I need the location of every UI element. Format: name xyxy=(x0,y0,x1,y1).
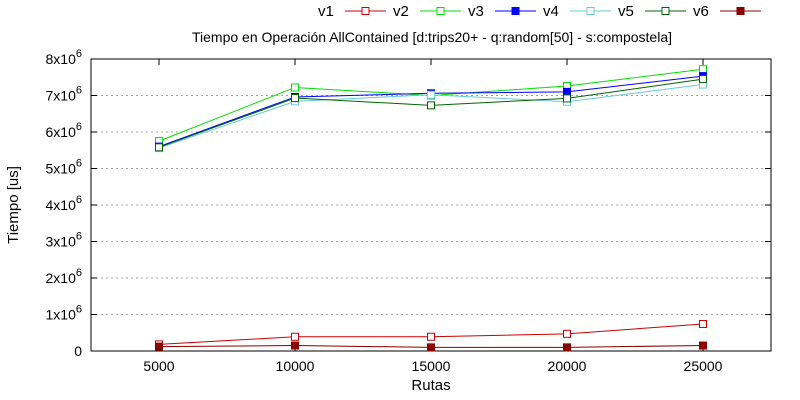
y-tick-label: 2x106 xyxy=(46,267,82,286)
x-tick-label: 5000 xyxy=(143,358,174,374)
legend-marker xyxy=(361,7,370,15)
data-point xyxy=(699,341,707,350)
legend-label: v6 xyxy=(693,3,709,20)
series-v3 xyxy=(155,72,707,151)
data-point xyxy=(291,94,299,103)
x-tick-label: 20000 xyxy=(548,358,587,374)
legend-item-v5: v5 xyxy=(618,3,686,20)
chart-title: Tiempo en Operación AllContained [d:trip… xyxy=(192,29,672,45)
y-tick-label: 6x106 xyxy=(46,121,82,140)
data-point xyxy=(699,65,707,74)
legend-item-v3: v3 xyxy=(468,3,536,20)
axis-ticks: 0 1x106 2x106 3x106 4x106 5x106 6x106 7x106 8x10… xyxy=(46,48,771,374)
y-tick-label: 0 xyxy=(74,343,82,359)
y-tick-label: 4x106 xyxy=(46,194,82,213)
legend-marker xyxy=(436,7,445,15)
legend-item-v1: v1 xyxy=(318,3,386,20)
legend: v1 v2 v3 v4 v5 v6 xyxy=(318,3,761,20)
series-v5 xyxy=(155,75,707,152)
data-point xyxy=(291,332,299,341)
data-point xyxy=(427,343,435,352)
y-tick-label: 5x106 xyxy=(46,158,82,177)
legend-label: v1 xyxy=(318,3,334,20)
data-point xyxy=(155,342,163,351)
data-point xyxy=(699,75,707,84)
y-tick-label: 7x106 xyxy=(46,85,82,104)
legend-item-v2: v2 xyxy=(393,3,461,20)
data-point xyxy=(563,87,571,96)
legend-marker xyxy=(661,7,670,15)
data-point xyxy=(427,101,435,110)
series-line xyxy=(158,75,704,148)
data-point xyxy=(563,329,571,338)
series-v4 xyxy=(155,80,707,153)
legend-marker xyxy=(736,7,745,15)
legend-label: v3 xyxy=(468,3,484,20)
y-axis-label: Tiempo [us] xyxy=(5,166,22,244)
data-point xyxy=(427,332,435,341)
series-v1 xyxy=(155,319,707,349)
x-tick-label: 15000 xyxy=(412,358,451,374)
data-point xyxy=(291,341,299,350)
legend-marker xyxy=(586,7,595,15)
legend-item-v4: v4 xyxy=(543,3,611,20)
y-tick-label: 8x106 xyxy=(46,48,82,67)
data-point xyxy=(427,90,435,99)
legend-label: v2 xyxy=(393,3,409,20)
x-axis-label: Rutas xyxy=(411,377,450,394)
y-tick-label: 1x106 xyxy=(46,304,82,323)
data-point xyxy=(699,319,707,328)
data-point xyxy=(291,83,299,92)
data-point xyxy=(155,143,163,152)
legend-label: v5 xyxy=(618,3,634,20)
data-point xyxy=(563,343,571,352)
y-tick-label: 3x106 xyxy=(46,231,82,250)
legend-item-v6: v6 xyxy=(693,3,761,20)
legend-marker xyxy=(511,7,520,15)
x-tick-label: 25000 xyxy=(684,358,723,374)
series-lines xyxy=(155,65,707,352)
legend-label: v4 xyxy=(543,3,559,20)
grid-lines xyxy=(91,95,771,315)
data-point xyxy=(563,94,571,103)
x-tick-label: 10000 xyxy=(276,358,315,374)
series-v6 xyxy=(155,341,707,352)
